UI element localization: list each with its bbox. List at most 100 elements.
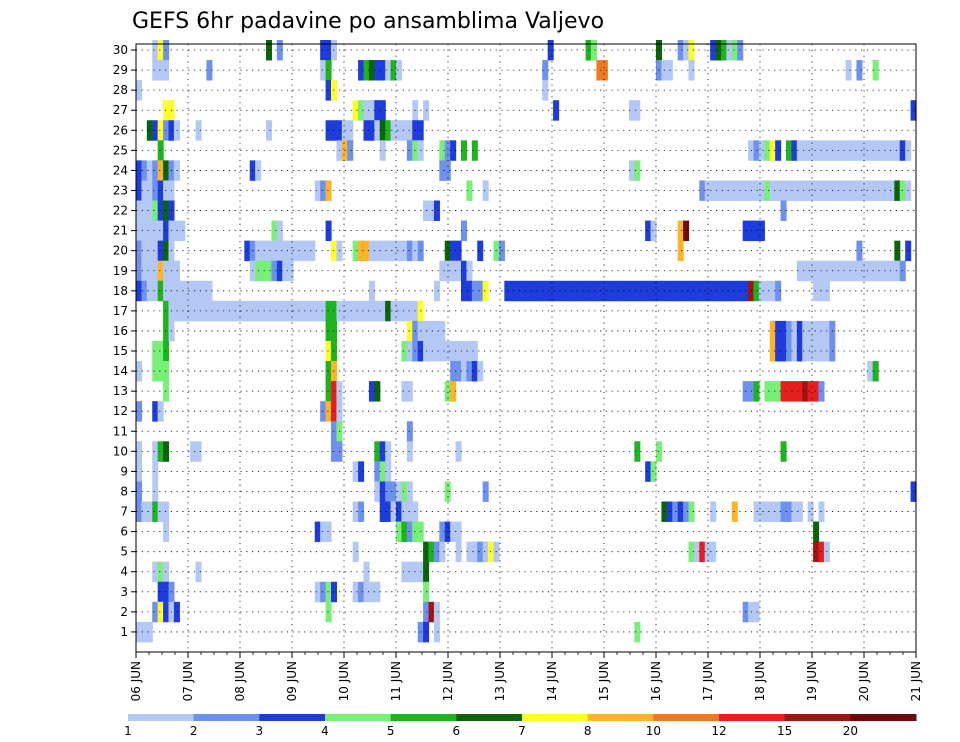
y-tick-label: 17: [113, 304, 128, 318]
heatmap-cell: [314, 521, 321, 543]
heatmap-cell: [807, 501, 814, 522]
y-tick-label: 7: [120, 505, 128, 519]
heatmap-cell: [851, 180, 858, 201]
heatmap-cell: [385, 300, 392, 322]
heatmap-cell: [401, 300, 408, 322]
heatmap-cell: [591, 280, 598, 302]
heatmap-cell: [596, 280, 603, 302]
heatmap-cell: [320, 300, 327, 322]
heatmap-cell: [618, 280, 625, 302]
heatmap-cell: [471, 140, 478, 161]
heatmap-cell: [433, 601, 440, 623]
heatmap-cell: [645, 280, 652, 302]
heatmap-cell: [861, 180, 868, 201]
heatmap-cell: [477, 541, 484, 563]
heatmap-cell: [368, 381, 375, 402]
heatmap-cell: [634, 160, 641, 181]
heatmap-cell: [780, 501, 787, 522]
x-tick-label: 14 JUN: [545, 661, 559, 701]
heatmap-cell: [363, 100, 370, 121]
heatmap-cell: [867, 180, 874, 201]
heatmap-cell: [710, 180, 717, 201]
heatmap-cell: [461, 340, 468, 362]
heatmap-cell: [363, 240, 370, 262]
heatmap-cell: [650, 280, 657, 302]
heatmap-cell: [628, 160, 635, 181]
heatmap-cell: [878, 180, 885, 201]
heatmap-cell: [152, 441, 159, 462]
heatmap-cell: [645, 461, 652, 482]
heatmap-cell: [813, 140, 820, 161]
heatmap-cell: [136, 401, 143, 422]
y-tick-label: 26: [113, 123, 128, 137]
heatmap-cell: [401, 561, 408, 583]
heatmap-cell: [878, 260, 885, 282]
heatmap-cell: [813, 340, 820, 362]
heatmap-cell: [141, 240, 148, 262]
heatmap-cell: [466, 260, 473, 282]
heatmap-cell: [428, 320, 435, 342]
x-tick-label: 12 JUN: [441, 661, 455, 701]
heatmap-cell: [450, 381, 457, 402]
heatmap-cell: [152, 501, 159, 522]
heatmap-cell: [845, 260, 852, 282]
heatmap-cell: [141, 160, 148, 181]
heatmap-cell: [379, 120, 386, 141]
heatmap-cell: [217, 300, 224, 322]
heatmap-cell: [396, 300, 403, 322]
heatmap-cell: [677, 220, 684, 242]
heatmap-cell: [152, 39, 159, 61]
heatmap-cell: [461, 140, 468, 161]
heatmap-cell: [406, 421, 413, 442]
heatmap-cell: [303, 240, 310, 262]
heatmap-cell: [401, 120, 408, 141]
heatmap-cell: [385, 481, 392, 502]
heatmap-cell: [634, 441, 641, 462]
heatmap-cell: [266, 300, 273, 322]
heatmap-cell: [851, 260, 858, 282]
heatmap-cell: [753, 280, 760, 302]
heatmap-cell: [477, 280, 484, 302]
heatmap-cell: [379, 300, 386, 322]
heatmap-cell: [780, 381, 787, 402]
heatmap-cell: [152, 481, 159, 502]
colorbar-label: 15: [777, 724, 792, 738]
heatmap-cell: [715, 180, 722, 201]
colorbar-label: 2: [190, 724, 198, 738]
x-tick-label: 21 JUN: [909, 661, 923, 701]
heatmap-cell: [396, 501, 403, 522]
colorbar-swatch: [325, 714, 392, 721]
heatmap-cell: [688, 501, 695, 522]
y-tick-label: 22: [113, 204, 128, 218]
heatmap-cell: [271, 220, 278, 242]
x-tick-label: 19 JUN: [805, 661, 819, 701]
heatmap-cell: [807, 381, 814, 402]
heatmap-cell: [368, 300, 375, 322]
heatmap-cell: [796, 180, 803, 201]
heatmap-cell: [390, 501, 397, 522]
heatmap-cell: [450, 340, 457, 362]
heatmap-cell: [444, 340, 451, 362]
heatmap-cell: [840, 140, 847, 161]
heatmap-cell: [693, 280, 700, 302]
heatmap-cell: [591, 39, 598, 61]
heatmap-cell: [260, 300, 267, 322]
heatmap-cell: [607, 280, 614, 302]
heatmap-cell: [363, 60, 370, 81]
heatmap-cell: [471, 340, 478, 362]
heatmap-cell: [152, 160, 159, 181]
heatmap-cell: [802, 340, 809, 362]
heatmap-cell: [699, 180, 706, 201]
colorbar-swatch: [259, 714, 326, 721]
heatmap-cell: [406, 441, 413, 462]
heatmap-cell: [558, 280, 565, 302]
heatmap-cell: [136, 260, 143, 282]
heatmap-cell: [195, 441, 202, 462]
heatmap-cell: [136, 80, 143, 101]
heatmap-cell: [802, 140, 809, 161]
heatmap-cell: [314, 180, 321, 201]
heatmap-cell: [769, 340, 776, 362]
heatmap-cell: [731, 501, 738, 522]
heatmap-cell: [157, 401, 164, 422]
heatmap-cell: [385, 501, 392, 522]
